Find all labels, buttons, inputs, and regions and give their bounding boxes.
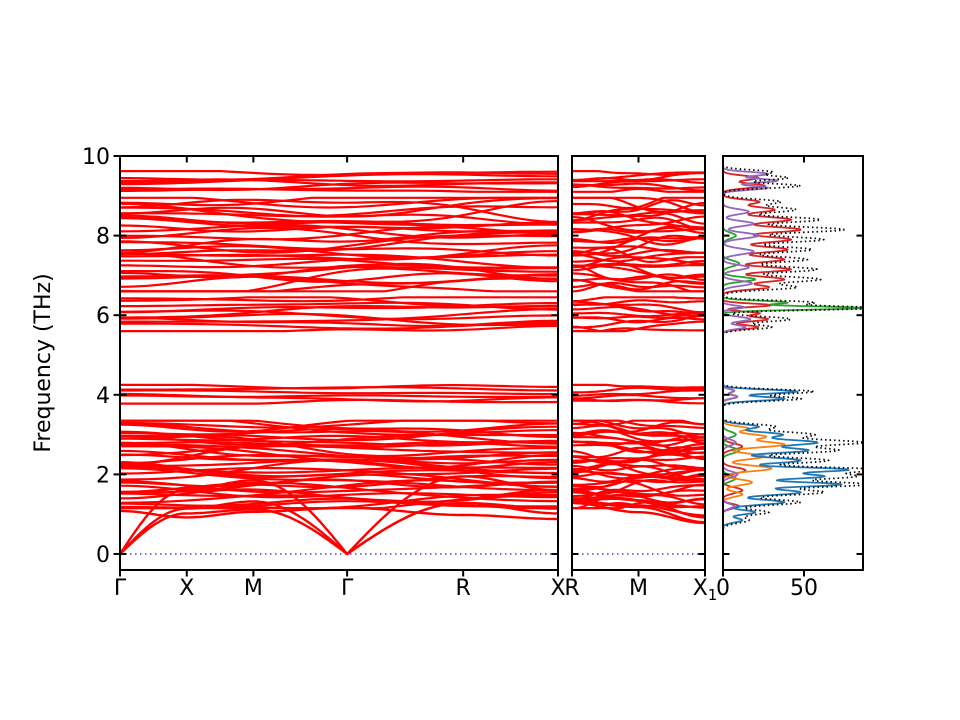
kpoint-label: X	[179, 576, 194, 601]
y-tick-label: 2	[96, 463, 110, 488]
y-tick-label: 8	[96, 225, 110, 250]
phonon-band-lines	[571, 170, 706, 510]
kpoint-label: X	[550, 576, 565, 601]
pdos-orange-curve	[724, 385, 786, 503]
band-structure-panel	[118, 170, 559, 556]
acoustic-branch-lines	[118, 475, 558, 556]
dos-x-tick-label: 50	[790, 576, 818, 601]
y-tick-label: 4	[96, 384, 110, 409]
total-dos-curve	[724, 165, 862, 530]
y-tick-label: 0	[96, 543, 110, 568]
kpoint-label: Γ	[341, 576, 354, 601]
band-structure-panel-rmx	[571, 170, 706, 555]
kpoint-label: R	[456, 576, 471, 601]
kpoint-label: R	[564, 576, 579, 601]
pdos-red-curve	[724, 169, 802, 514]
axes	[113, 155, 864, 577]
pdos-blue-curve	[724, 384, 850, 528]
y-tick-label: 10	[82, 145, 110, 170]
y-axis-label: Frequency (THz)	[31, 273, 56, 452]
kpoint-label: Γ	[114, 576, 127, 601]
dos-panel	[724, 165, 862, 530]
acoustic-branch-lines	[572, 491, 706, 525]
pdos-purple-curve	[724, 166, 779, 514]
y-tick-label: 6	[96, 304, 110, 329]
phonon-band-lines	[119, 170, 559, 510]
dos-x-tick-label: 0	[716, 576, 730, 601]
kpoint-label: M	[629, 576, 648, 601]
kpoint-label: M	[244, 576, 263, 601]
